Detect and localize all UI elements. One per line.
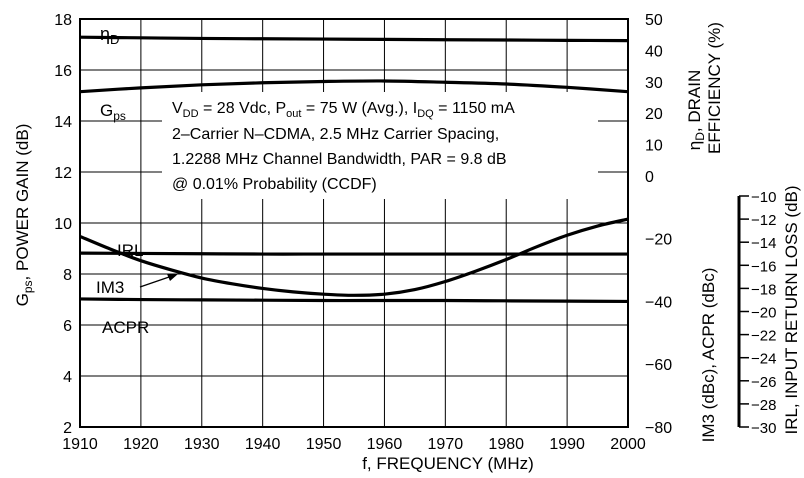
y-right-tick-label: 20 (645, 106, 663, 123)
im3-leader-arrowhead (167, 274, 178, 281)
y-right-tick-label: −40 (645, 294, 672, 311)
y-right-tick-label: −80 (645, 420, 672, 437)
x-tick-label: 1910 (62, 436, 98, 453)
irl-tick-label: −30 (751, 420, 776, 437)
annotation-background (162, 92, 598, 199)
y-right-tick-label: 10 (645, 138, 663, 155)
annotation-box (162, 92, 598, 199)
annotation-line-2: 2–Carrier N–CDMA, 2.5 MHz Carrier Spacin… (172, 126, 499, 143)
irl-tick-label: −18 (751, 281, 776, 298)
annotation-line-3: 1.2288 MHz Channel Bandwidth, PAR = 9.8 … (172, 151, 507, 168)
irl-axis: −10 −12 −14 −16 −18 −20 −22 −24 −26 −28 −30 (737, 189, 776, 437)
y-right-tick-label: 0 (645, 169, 654, 186)
x-tick-label: 1970 (428, 436, 464, 453)
y-right-efficiency-label-line1: ηD, DRAIN (685, 70, 707, 150)
y-right-tick-label: −20 (645, 232, 672, 249)
plot-frame (79, 18, 629, 428)
y-left-tick-label: 2 (63, 420, 72, 437)
y-left-tick-label: 8 (63, 267, 72, 284)
x-axis-ticks: 1910 1920 1930 1940 1950 1960 1970 1980 1990 2000 (62, 436, 646, 453)
annotation-line-4: @ 0.01% Probability (CCDF) (172, 176, 377, 193)
y-right-tick-label: 40 (645, 43, 663, 60)
series-line-g-ps (79, 79, 629, 94)
irl-tick-label: −24 (751, 351, 776, 368)
series-line-acpr (79, 297, 629, 304)
series-line-im3 (79, 251, 628, 256)
irl-tick-label: −26 (751, 374, 776, 391)
y-left-axis-label: Gps, POWER GAIN (dB) (13, 124, 35, 307)
curve-label-eta-d: ηD (100, 24, 119, 47)
irl-tick-label: −16 (751, 258, 776, 275)
y-left-tick-label: 16 (54, 63, 72, 80)
y-left-tick-label: 18 (54, 12, 72, 29)
series-line--d (79, 35, 629, 43)
x-tick-label: 1960 (367, 436, 403, 453)
x-tick-label: 2000 (610, 436, 646, 453)
x-tick-label: 1950 (306, 436, 342, 453)
irl-tick-label: −14 (751, 235, 776, 252)
series-line-irl (79, 217, 629, 297)
x-tick-label: 1930 (184, 436, 220, 453)
y-left-tick-label: 10 (54, 216, 72, 233)
x-tick-label: 1980 (488, 436, 524, 453)
annotation-line-1: VDD = 28 Vdc, Pout = 75 W (Avg.), IDQ = … (172, 100, 515, 120)
y-right-tick-label: 30 (645, 75, 663, 92)
irl-tick-label: −12 (751, 212, 776, 229)
y-left-tick-label: 6 (63, 318, 72, 335)
y-left-tick-label: 4 (63, 369, 72, 386)
y-right-im3-acpr-label: IM3 (dBc), ACPR (dBc) (699, 268, 718, 443)
x-tick-label: 1920 (123, 436, 159, 453)
y-left-tick-label: 12 (54, 165, 72, 182)
curve-label-im3: IM3 (96, 278, 124, 297)
irl-tick-label: −10 (751, 189, 776, 206)
right-axis-ticks: −80 −60 −40 −20 0 10 20 30 40 50 (645, 12, 672, 437)
x-tick-label: 1990 (549, 436, 585, 453)
irl-tick-label: −20 (751, 305, 776, 322)
series-layer (79, 35, 629, 304)
curve-label-gps: Gps (100, 101, 126, 123)
curve-label-irl: IRL (117, 241, 143, 260)
im3-leader-line (139, 275, 173, 288)
y-right-tick-label: −60 (645, 357, 672, 374)
curve-label-acpr: ACPR (102, 318, 149, 337)
y-right-irl-label: IRL, INPUT RETURN LOSS (dB) (782, 185, 801, 434)
y-right-efficiency-label-line2: EFFICIENCY (%) (705, 22, 724, 154)
y-left-tick-label: 14 (54, 114, 72, 131)
left-axis-ticks: 2 4 6 8 10 12 14 16 18 (54, 12, 72, 437)
irl-tick-label: −28 (751, 397, 776, 414)
y-right-tick-label: 50 (645, 12, 663, 29)
x-axis-label: f, FREQUENCY (MHz) (362, 454, 534, 473)
x-tick-label: 1940 (245, 436, 281, 453)
irl-tick-label: −22 (751, 328, 776, 345)
